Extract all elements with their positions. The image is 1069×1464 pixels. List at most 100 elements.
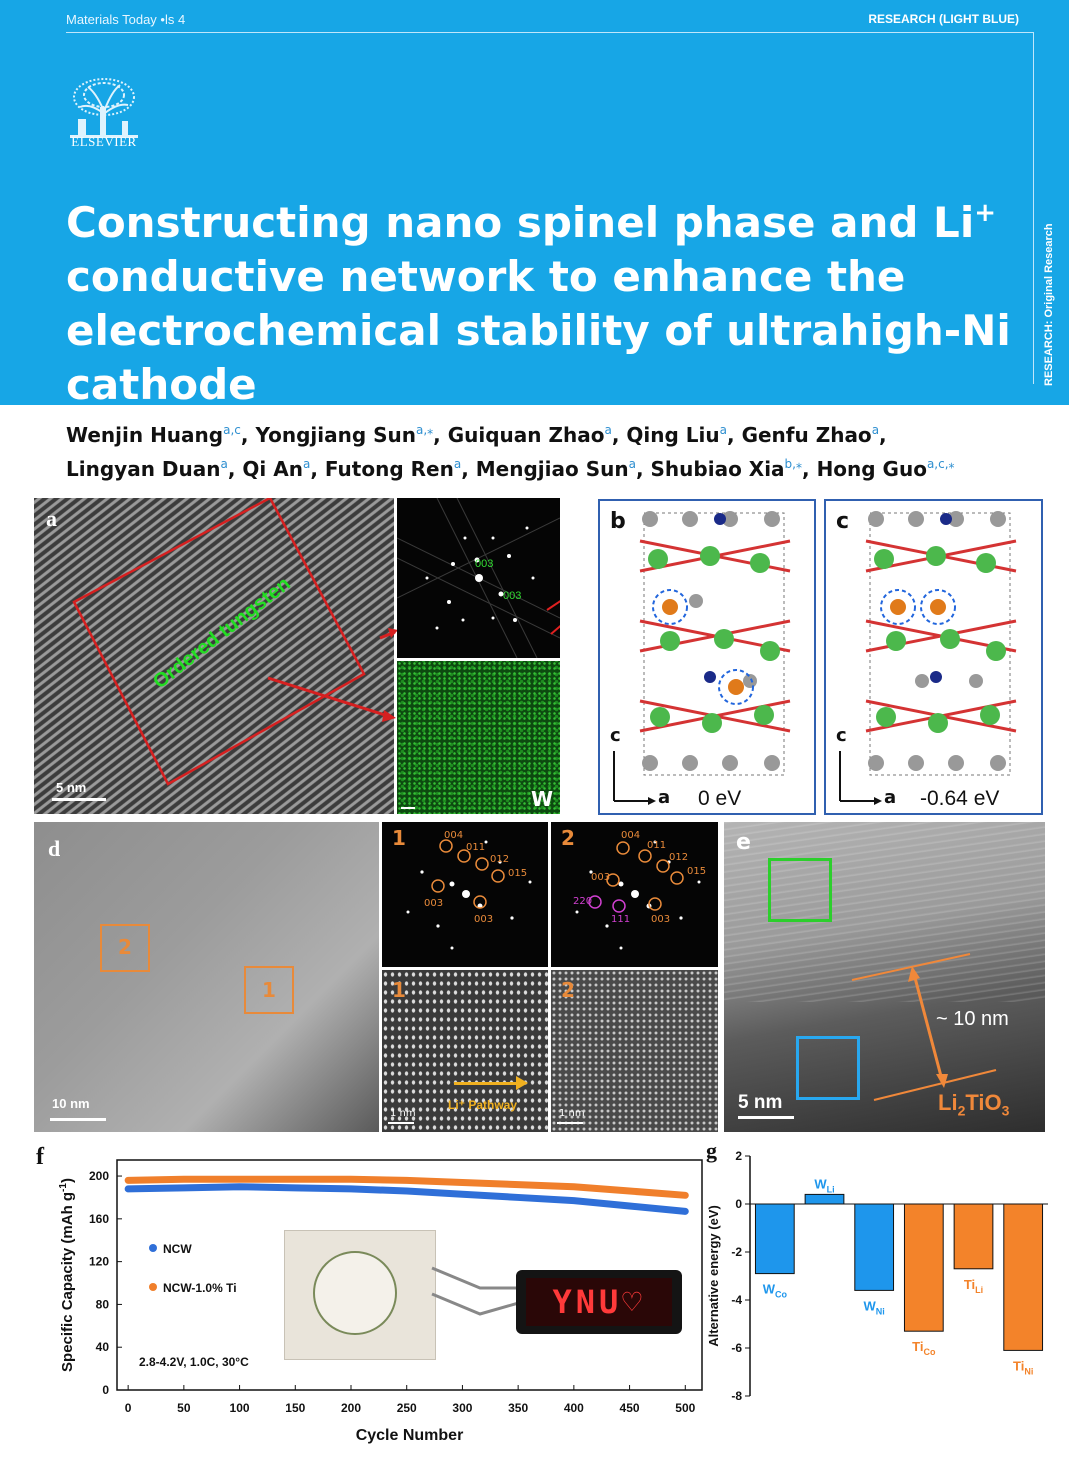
legend-marker bbox=[149, 1244, 157, 1252]
y-tick-label: -4 bbox=[731, 1293, 742, 1307]
author[interactable]: Qi Ana, bbox=[242, 457, 318, 481]
y-tick-label: -2 bbox=[731, 1245, 742, 1259]
panel-a-fft: 003 003 bbox=[397, 498, 560, 658]
panel-d-tem: d 2 1 10 nm bbox=[34, 822, 379, 1132]
scale-label-e: 5 nm bbox=[738, 1092, 783, 1113]
y-tick-label: 0 bbox=[735, 1197, 742, 1211]
fft-index: 012 bbox=[669, 852, 689, 863]
bar-label: TiNi bbox=[1013, 1358, 1033, 1376]
x-tick-label: 450 bbox=[620, 1401, 640, 1415]
y-tick-label: 120 bbox=[89, 1255, 109, 1269]
scale-label-hr2: 1 nm bbox=[559, 1108, 585, 1119]
panel-a-hrtem: a Ordered tungsten 5 nm bbox=[34, 498, 394, 814]
bar bbox=[854, 1203, 895, 1291]
author[interactable]: Lingyan Duana, bbox=[66, 457, 236, 481]
li-pathway-arrowhead-icon bbox=[516, 1076, 528, 1090]
fft-2-label: 2 bbox=[561, 826, 575, 850]
series-line-ncw-ti bbox=[124, 1175, 689, 1199]
crystal-structure-c bbox=[839, 511, 1017, 805]
scale-bar-hr2 bbox=[557, 1122, 583, 1124]
axis-a-label: a bbox=[884, 787, 897, 808]
clip-wires bbox=[431, 1266, 523, 1316]
y-tick-label: 2 bbox=[735, 1149, 742, 1163]
panel-a-w-map: W bbox=[397, 661, 560, 814]
fft-index: 015 bbox=[687, 866, 707, 877]
author-line-2: Lingyan Duana, Qi Ana, Futong Rena, Meng… bbox=[66, 450, 1026, 484]
title-line-3: electrochemical stability of ultrahigh-N… bbox=[66, 306, 1011, 355]
y-tick-label: 40 bbox=[96, 1340, 110, 1354]
panel-d-fft-1: 1 004 011 012 015 003 003 bbox=[382, 822, 548, 967]
fft-pattern-2 bbox=[575, 840, 701, 950]
bar bbox=[804, 1193, 845, 1205]
y-axis-title: Alternative energy (eV) bbox=[706, 1205, 721, 1347]
crystal-structure-b bbox=[613, 511, 791, 805]
fft-index: 015 bbox=[508, 868, 528, 879]
panel-label-f: f bbox=[36, 1144, 45, 1170]
scale-label-d: 10 nm bbox=[52, 1096, 90, 1111]
test-condition-annotation: 2.8-4.2V, 1.0C, 30°C bbox=[139, 1355, 249, 1369]
fft-index: 011 bbox=[647, 840, 667, 851]
journal-name: Materials Today •ls 4 bbox=[66, 12, 186, 27]
li-pathway-label: Li⁺ Pathway bbox=[448, 1098, 518, 1112]
author[interactable]: Guiquan Zhaoa, bbox=[447, 423, 620, 447]
panel-label-a: a bbox=[46, 506, 57, 531]
author[interactable]: Shubiao Xiab,⁎, bbox=[650, 457, 810, 481]
author[interactable]: Genfu Zhaoa, bbox=[741, 423, 887, 447]
li-pathway-arrow bbox=[454, 1082, 520, 1085]
panel-label-b: b bbox=[610, 509, 626, 534]
led-display: YNU♡ bbox=[526, 1278, 672, 1326]
y-tick-label: 200 bbox=[89, 1169, 109, 1183]
y-tick-label: -8 bbox=[731, 1389, 742, 1403]
article-title: Constructing nano spinel phase and Li+ c… bbox=[66, 186, 1011, 412]
energy-label-c: -0.64 eV bbox=[920, 787, 1000, 810]
author[interactable]: Mengjiao Suna, bbox=[475, 457, 644, 481]
author[interactable]: Wenjin Huanga,c, bbox=[66, 423, 249, 447]
x-axis-title: Cycle Number bbox=[356, 1427, 464, 1444]
fft-index: 012 bbox=[490, 854, 510, 865]
journal-header: Materials Today •ls 4 RESEARCH (LIGHT BL… bbox=[0, 0, 1069, 409]
panel-d-fft-2: 2 004 011 012 015 003 220 111 003 bbox=[551, 822, 718, 967]
x-tick-label: 200 bbox=[341, 1401, 361, 1415]
panel-e-tem: e ~ 10 nm 5 nm Li2TiO3 bbox=[724, 822, 1045, 1132]
author[interactable]: Futong Rena, bbox=[324, 457, 469, 481]
header-vertical-rule bbox=[1033, 32, 1034, 384]
axis-c-label: c bbox=[836, 725, 847, 746]
fft-index: 220 bbox=[573, 896, 593, 907]
header-rule bbox=[66, 32, 1034, 33]
region-box-2-label: 2 bbox=[118, 935, 132, 959]
y-tick-label: 160 bbox=[89, 1212, 109, 1226]
x-tick-label: 50 bbox=[177, 1401, 191, 1415]
map-element-label: W bbox=[530, 787, 553, 811]
bar-label: TiLi bbox=[964, 1277, 983, 1295]
bar-label: WCo bbox=[763, 1282, 788, 1300]
fft-index: 004 bbox=[444, 830, 464, 841]
fft-1-label: 1 bbox=[392, 826, 406, 850]
university-seal-icon bbox=[313, 1251, 397, 1335]
hrtem-1-label: 1 bbox=[392, 978, 406, 1002]
thickness-label: ~ 10 nm bbox=[936, 1008, 1009, 1030]
x-tick-label: 400 bbox=[564, 1401, 584, 1415]
elsevier-tree-logo-icon bbox=[70, 78, 138, 138]
author[interactable]: Yongjiang Suna,⁎, bbox=[255, 423, 441, 447]
scale-label-hr1: 1 nm bbox=[390, 1108, 416, 1119]
legend-marker bbox=[149, 1283, 157, 1291]
panel-a-arrows bbox=[267, 628, 398, 722]
author[interactable]: Hong Guoa,c,⁎ bbox=[816, 457, 955, 481]
bar bbox=[903, 1203, 944, 1332]
panel-label-g: g bbox=[706, 1138, 717, 1163]
alternative-energy-chart: g 2 0 -2 -4 -6 -8 Alternative energy (eV) WCo WLi… bbox=[706, 1138, 1048, 1403]
fft-index: 004 bbox=[621, 830, 641, 841]
fft-index: 003 bbox=[424, 898, 444, 909]
title-line-1: Constructing nano spinel phase and Li+ bbox=[66, 198, 997, 247]
fft-index: 011 bbox=[466, 842, 486, 853]
y-tick-label: 0 bbox=[102, 1383, 109, 1397]
panel-label-d: d bbox=[48, 836, 61, 861]
bar bbox=[953, 1203, 994, 1270]
panel-c-structure: c c a -0.64 eV bbox=[824, 499, 1043, 815]
scale-bar-e bbox=[738, 1116, 794, 1119]
author[interactable]: Qing Liua, bbox=[626, 423, 735, 447]
region-box-2 bbox=[100, 924, 150, 972]
scale-bar-d bbox=[50, 1118, 106, 1121]
bar bbox=[1003, 1203, 1044, 1351]
bulk-region-box bbox=[768, 858, 832, 922]
